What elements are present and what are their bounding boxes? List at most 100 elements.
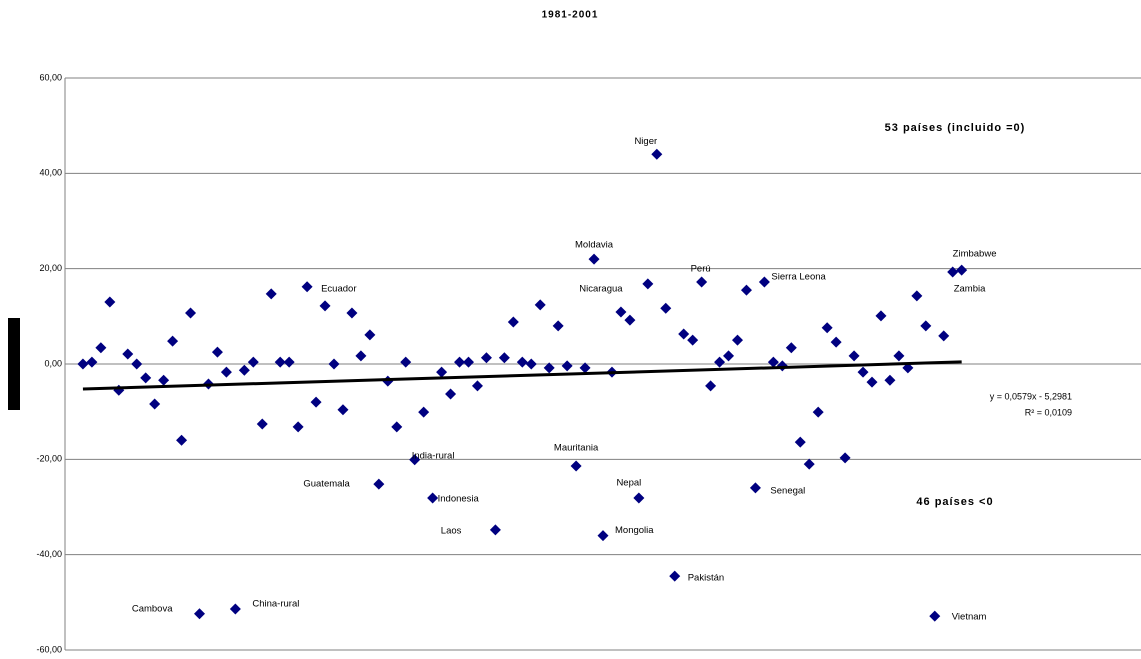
point [373, 478, 385, 490]
y-tick-label: -60,00 [36, 644, 62, 654]
point [185, 307, 197, 319]
point [463, 356, 474, 368]
point [283, 356, 295, 368]
point-label: Indonesia [438, 493, 480, 504]
point [292, 421, 304, 433]
point [247, 356, 259, 368]
point-label: Sierra Leona [771, 272, 826, 283]
point [454, 356, 466, 368]
y-tick-label: 0,00 [44, 358, 62, 368]
point-label: Zimbabwe [953, 249, 997, 260]
trend-equation: y = 0,0579x - 5,2981 [990, 391, 1072, 401]
point [669, 570, 681, 582]
point [238, 364, 250, 376]
point [633, 492, 645, 504]
point [624, 314, 636, 326]
point [436, 366, 448, 378]
point [866, 376, 878, 388]
point [561, 360, 573, 372]
point [732, 334, 743, 346]
point [391, 421, 403, 433]
chart-title: 1981-2001 [542, 10, 599, 21]
point [445, 388, 457, 400]
point [77, 358, 89, 370]
point [498, 352, 510, 364]
point [821, 322, 833, 334]
point [579, 362, 591, 374]
point [696, 276, 708, 288]
point [588, 253, 600, 265]
point [660, 302, 672, 314]
point-label: Senegal [770, 485, 805, 496]
point [104, 296, 116, 308]
y-tick-label: 40,00 [39, 168, 62, 178]
point [176, 434, 188, 446]
point-label: Ecuador [321, 283, 356, 294]
point [167, 335, 179, 347]
point [256, 418, 268, 430]
point-label: Zambia [954, 284, 986, 295]
point [678, 328, 690, 340]
point [794, 436, 806, 448]
point [400, 356, 412, 368]
point [767, 356, 779, 368]
point [597, 530, 609, 542]
point [140, 372, 152, 384]
point [525, 358, 537, 370]
point [552, 320, 564, 332]
point [758, 276, 770, 288]
point-label: Mongolia [615, 525, 654, 536]
point [122, 348, 134, 360]
point [516, 356, 528, 368]
point-label: Cambova [132, 603, 173, 614]
point [723, 350, 735, 362]
point [346, 307, 358, 319]
point [337, 404, 349, 416]
point [328, 358, 340, 370]
point [310, 396, 322, 408]
point [651, 148, 663, 160]
point [938, 330, 950, 342]
point-label: Perú [691, 264, 711, 275]
point [875, 310, 887, 322]
point [211, 346, 223, 358]
point [848, 350, 860, 362]
y-tick-label: -40,00 [36, 549, 62, 559]
point-label: Guatemala [303, 479, 350, 490]
point [911, 290, 923, 302]
point [570, 460, 582, 472]
point [480, 352, 492, 364]
axis-label-block [8, 318, 20, 410]
point [149, 398, 161, 410]
point [893, 350, 905, 362]
y-tick-label: 60,00 [39, 72, 62, 82]
y-tick-label: 20,00 [39, 263, 62, 273]
trend-r2: R² = 0,0109 [1025, 407, 1072, 417]
point-label: Pakistán [688, 573, 724, 584]
point [705, 380, 717, 392]
point [301, 281, 313, 293]
point [220, 366, 232, 378]
y-tick-label: -20,00 [36, 454, 62, 464]
annotation: 46 países <0 [916, 496, 993, 508]
point [615, 306, 627, 318]
point [364, 329, 376, 341]
point [95, 342, 107, 354]
point-label: Vietnam [952, 612, 987, 623]
point-label: Mauritania [554, 443, 599, 454]
point [427, 492, 439, 504]
point [507, 316, 519, 328]
point [194, 608, 205, 620]
point [740, 284, 752, 296]
point [319, 300, 331, 312]
point-label: Nepal [616, 477, 641, 488]
point [929, 610, 941, 622]
point [687, 334, 699, 346]
point [839, 452, 851, 464]
point [830, 336, 842, 348]
point [785, 342, 797, 354]
point [131, 358, 143, 370]
annotation: 53 países (incluido =0) [885, 122, 1026, 134]
point-label: Niger [634, 136, 657, 147]
